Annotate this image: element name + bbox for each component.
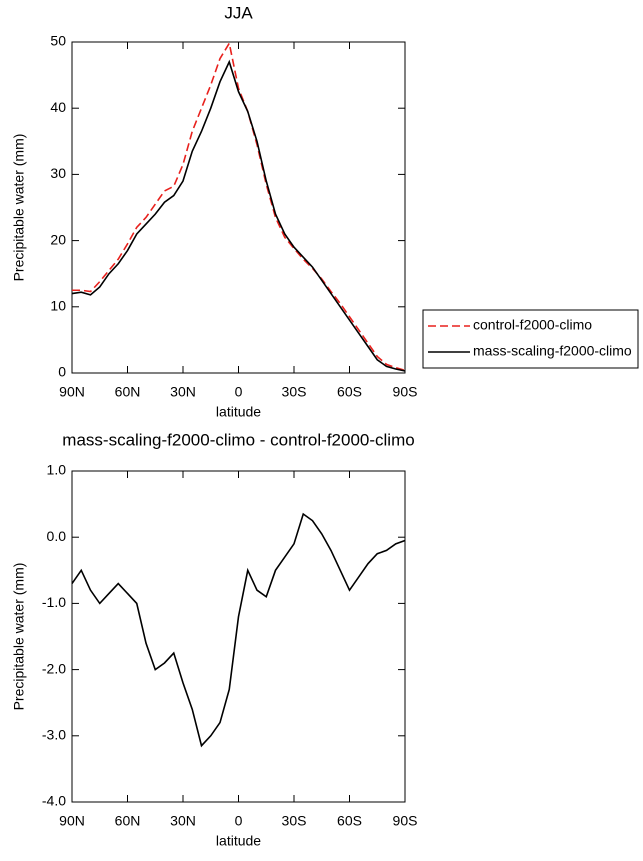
x-tick-label: 90S bbox=[393, 813, 418, 829]
x-tick-label: 90S bbox=[393, 384, 418, 400]
x-tick-label: 30N bbox=[170, 813, 196, 829]
x-axis-label: latitude bbox=[216, 833, 261, 849]
x-tick-label: 60S bbox=[337, 813, 362, 829]
y-tick-label: 1.0 bbox=[47, 462, 67, 478]
data-line bbox=[71, 59, 406, 372]
x-tick-label: 30S bbox=[282, 813, 307, 829]
y-axis-label: Precipitable water (mm) bbox=[11, 563, 27, 711]
chart-title: mass-scaling-f2000-climo - control-f2000… bbox=[62, 430, 414, 449]
x-tick-label: 90N bbox=[59, 813, 85, 829]
y-tick-label: -2.0 bbox=[42, 660, 66, 676]
legend-label: control-f2000-climo bbox=[473, 317, 592, 333]
y-tick-label: -4.0 bbox=[42, 793, 66, 809]
y-tick-label: 20 bbox=[50, 231, 66, 247]
y-tick-label: -3.0 bbox=[42, 727, 66, 743]
y-tick-label: 0.0 bbox=[47, 528, 67, 544]
x-tick-label: 0 bbox=[235, 813, 243, 829]
x-tick-label: 0 bbox=[235, 384, 243, 400]
chart-title: JJA bbox=[224, 3, 253, 22]
x-tick-label: 30N bbox=[170, 384, 196, 400]
x-tick-label: 60N bbox=[115, 384, 141, 400]
legend: control-f2000-climo mass-scaling-f2000-cl… bbox=[422, 309, 639, 369]
x-tick-label: 30S bbox=[282, 384, 307, 400]
y-tick-label: -1.0 bbox=[42, 594, 66, 610]
y-tick-label: 40 bbox=[50, 99, 66, 115]
x-axis-label: latitude bbox=[216, 404, 261, 420]
plot-frame bbox=[71, 470, 406, 803]
data-line bbox=[71, 512, 406, 748]
x-tick-label: 60S bbox=[337, 384, 362, 400]
legend-label: mass-scaling-f2000-climo bbox=[473, 343, 632, 359]
y-tick-label: 50 bbox=[50, 33, 66, 49]
y-tick-label: 30 bbox=[50, 165, 66, 181]
y-tick-label: 10 bbox=[50, 298, 66, 314]
data-line bbox=[72, 41, 406, 372]
x-tick-label: 90N bbox=[59, 384, 85, 400]
y-tick-label: 0 bbox=[58, 364, 66, 380]
x-tick-label: 60N bbox=[115, 813, 141, 829]
y-axis-label: Precipitable water (mm) bbox=[11, 134, 27, 282]
legend-box bbox=[422, 309, 639, 369]
